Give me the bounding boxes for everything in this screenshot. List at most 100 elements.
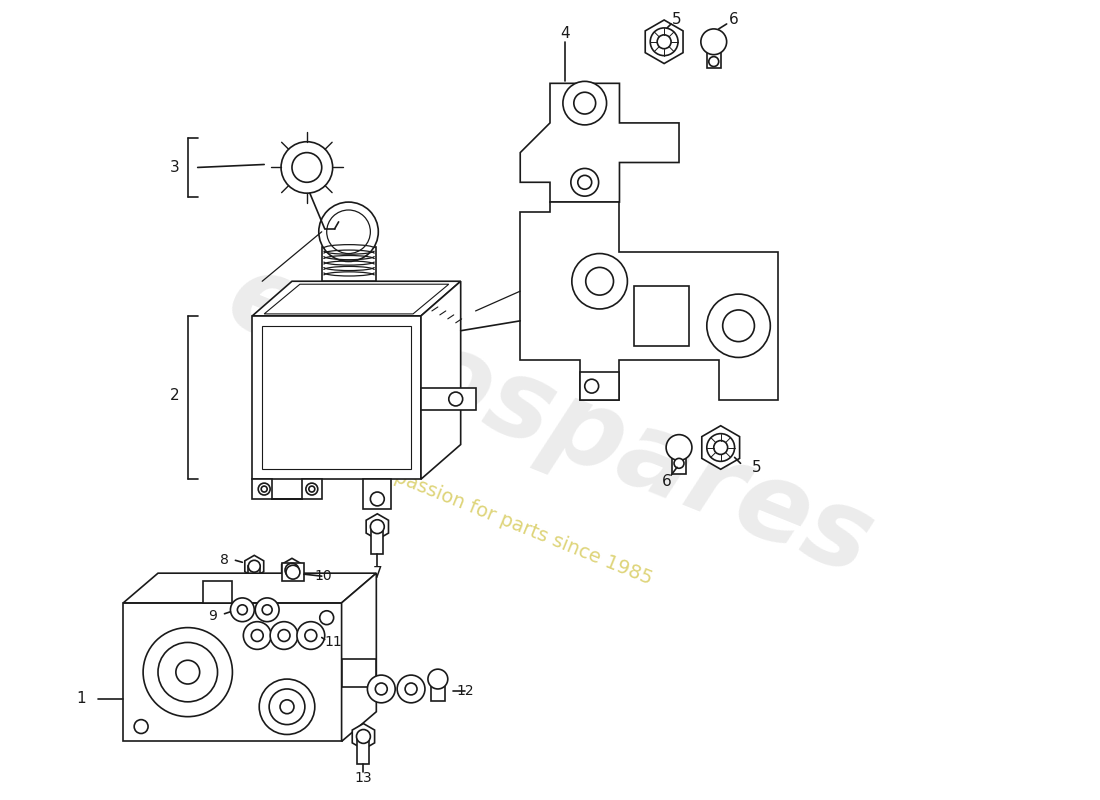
Circle shape: [723, 310, 755, 342]
Circle shape: [260, 679, 315, 734]
Circle shape: [320, 610, 333, 625]
Circle shape: [708, 57, 718, 66]
Bar: [202, 581, 232, 603]
Text: 12: 12: [456, 684, 474, 698]
Polygon shape: [262, 326, 411, 470]
Polygon shape: [252, 479, 321, 499]
Polygon shape: [282, 558, 303, 582]
Bar: [358, 737, 370, 764]
Polygon shape: [520, 83, 679, 202]
Circle shape: [371, 520, 384, 534]
Circle shape: [134, 720, 148, 734]
Circle shape: [657, 35, 671, 49]
Circle shape: [251, 630, 263, 642]
Polygon shape: [342, 573, 376, 742]
Circle shape: [585, 267, 614, 295]
Polygon shape: [366, 514, 388, 539]
Text: 6: 6: [728, 11, 738, 26]
Circle shape: [707, 434, 735, 462]
Text: 5: 5: [672, 11, 682, 26]
Circle shape: [285, 563, 299, 577]
Circle shape: [143, 628, 232, 717]
Circle shape: [297, 622, 324, 650]
Circle shape: [176, 660, 200, 684]
Circle shape: [261, 486, 267, 492]
Text: your passion for parts since 1985: your passion for parts since 1985: [345, 449, 656, 589]
Circle shape: [238, 605, 248, 614]
Circle shape: [428, 669, 448, 689]
Bar: [282, 563, 304, 581]
Circle shape: [249, 560, 261, 572]
Circle shape: [714, 441, 727, 454]
Text: 4: 4: [560, 26, 570, 42]
Bar: [249, 566, 261, 593]
Polygon shape: [321, 246, 376, 282]
Text: 1: 1: [77, 691, 87, 706]
Polygon shape: [352, 723, 375, 750]
Text: eurospares: eurospares: [212, 242, 888, 598]
Polygon shape: [123, 573, 376, 603]
Polygon shape: [520, 202, 779, 400]
Bar: [431, 673, 444, 701]
Circle shape: [255, 598, 279, 622]
Text: 9: 9: [208, 609, 217, 622]
Circle shape: [271, 622, 298, 650]
Circle shape: [258, 483, 271, 495]
Text: 11: 11: [324, 635, 342, 650]
Circle shape: [292, 153, 321, 182]
Bar: [421, 388, 475, 410]
Circle shape: [243, 622, 271, 650]
Circle shape: [571, 169, 598, 196]
Bar: [672, 447, 686, 474]
Circle shape: [701, 29, 727, 54]
Text: 2: 2: [170, 387, 179, 402]
Circle shape: [278, 630, 290, 642]
Text: 3: 3: [170, 160, 179, 175]
Circle shape: [375, 683, 387, 695]
Text: 8: 8: [220, 554, 229, 567]
Circle shape: [449, 392, 463, 406]
Polygon shape: [245, 555, 264, 577]
Bar: [363, 479, 392, 509]
Circle shape: [230, 598, 254, 622]
Circle shape: [674, 458, 684, 468]
Bar: [580, 372, 619, 400]
Circle shape: [280, 700, 294, 714]
Bar: [342, 659, 376, 687]
Circle shape: [306, 483, 318, 495]
Circle shape: [319, 202, 378, 262]
Text: 10: 10: [315, 569, 332, 583]
Circle shape: [585, 379, 598, 393]
Polygon shape: [252, 316, 421, 479]
Circle shape: [667, 434, 692, 460]
Circle shape: [286, 566, 300, 579]
Circle shape: [356, 730, 371, 743]
Text: 7: 7: [373, 566, 382, 581]
Circle shape: [270, 689, 305, 725]
Circle shape: [574, 92, 596, 114]
Circle shape: [578, 175, 592, 190]
Text: 5: 5: [751, 460, 761, 474]
Circle shape: [405, 683, 417, 695]
Text: 13: 13: [354, 771, 372, 785]
Circle shape: [327, 210, 371, 254]
Circle shape: [397, 675, 425, 703]
Circle shape: [650, 28, 678, 56]
Circle shape: [707, 294, 770, 358]
Circle shape: [305, 630, 317, 642]
Text: 6: 6: [662, 474, 672, 489]
Polygon shape: [646, 20, 683, 63]
Circle shape: [282, 142, 332, 193]
Polygon shape: [252, 282, 461, 316]
Circle shape: [309, 486, 315, 492]
Bar: [635, 286, 689, 346]
Circle shape: [572, 254, 627, 309]
Polygon shape: [421, 282, 461, 479]
Polygon shape: [264, 284, 449, 314]
Circle shape: [262, 605, 272, 614]
Bar: [285, 570, 299, 600]
Circle shape: [158, 642, 218, 702]
Circle shape: [563, 82, 606, 125]
Bar: [372, 526, 383, 554]
Polygon shape: [702, 426, 739, 470]
